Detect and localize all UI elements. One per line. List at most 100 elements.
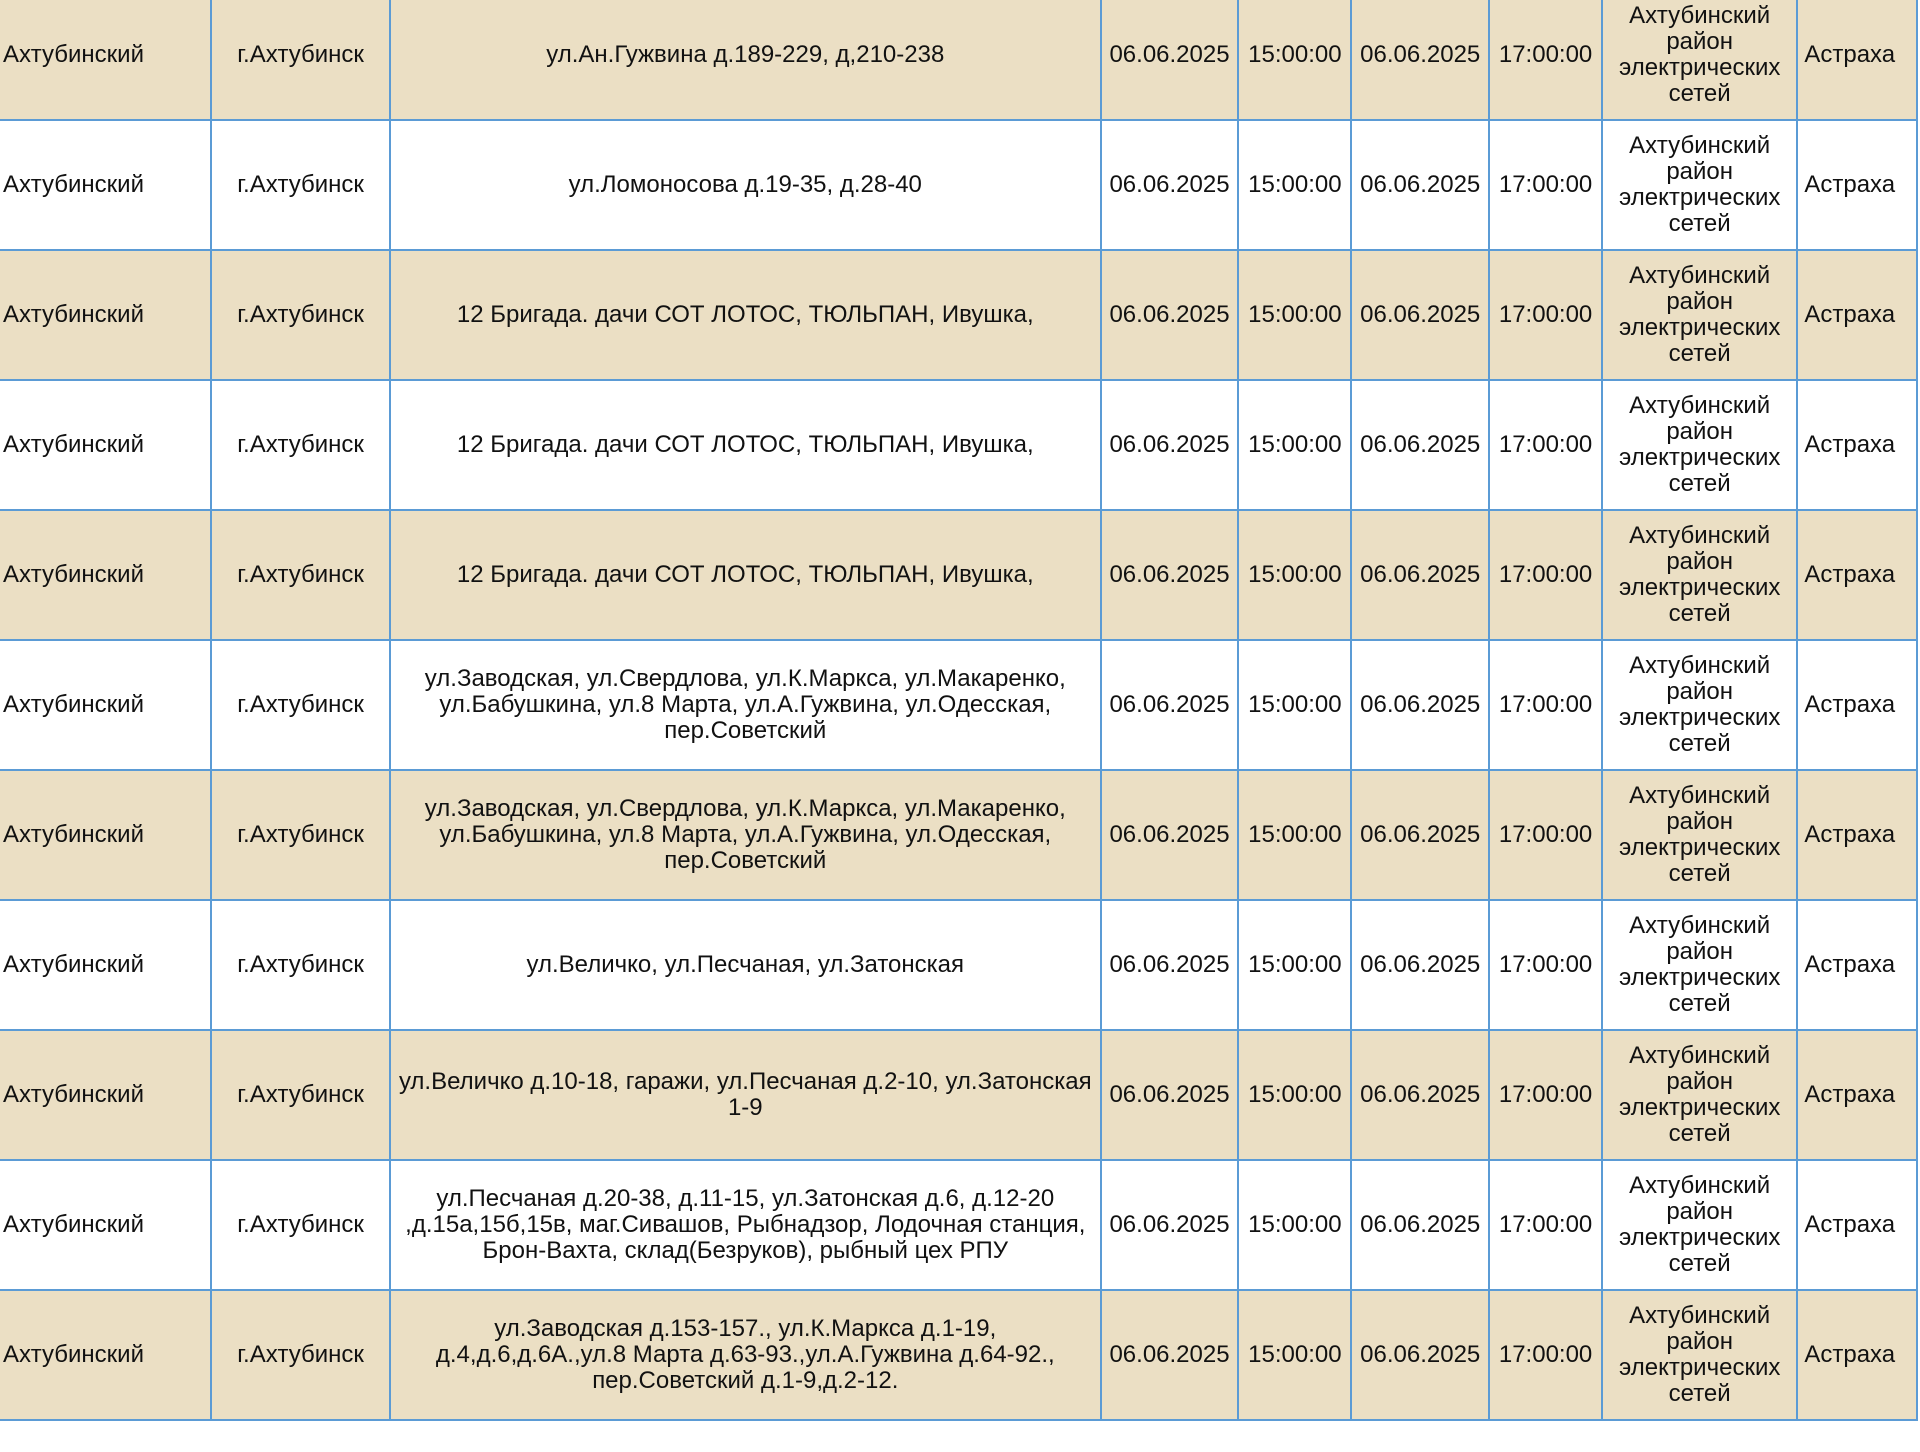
end-date-cell: 06.06.2025 bbox=[1350, 1289, 1491, 1421]
start-date-cell: 06.06.2025 bbox=[1099, 639, 1240, 771]
table-row: Ахтубинский г.Ахтубинск 12 Бригада. дачи С… bbox=[0, 509, 1918, 641]
outage-table: Ахтубинский г.Ахтубинск ул.Ан.Гужвина д.18… bbox=[0, 0, 1918, 1421]
branch-cell: Астраха bbox=[1796, 769, 1918, 901]
network-cell: Ахтубинский район электрических сетей bbox=[1600, 119, 1799, 251]
start-date-cell: 06.06.2025 bbox=[1099, 379, 1240, 511]
table-row: Ахтубинский г.Ахтубинск ул.Величко, ул.Пес… bbox=[0, 899, 1918, 1031]
start-time-cell: 15:00:00 bbox=[1237, 379, 1353, 511]
branch-cell: Астраха bbox=[1796, 249, 1918, 381]
start-time-cell: 15:00:00 bbox=[1237, 1159, 1353, 1291]
address-cell: ул.Заводская, ул.Свердлова, ул.К.Маркса,… bbox=[388, 769, 1102, 901]
start-date-cell: 06.06.2025 bbox=[1099, 509, 1240, 641]
end-time-cell: 17:00:00 bbox=[1488, 899, 1603, 1031]
start-time-cell: 15:00:00 bbox=[1237, 899, 1353, 1031]
start-date-cell: 06.06.2025 bbox=[1099, 1159, 1240, 1291]
table-row: Ахтубинский г.Ахтубинск 12 Бригада. дачи С… bbox=[0, 249, 1918, 381]
branch-cell: Астраха bbox=[1796, 1029, 1918, 1161]
district-cell: Ахтубинский bbox=[0, 119, 213, 251]
start-time-cell: 15:00:00 bbox=[1237, 1289, 1353, 1421]
table-row: Ахтубинский г.Ахтубинск 12 Бригада. дачи С… bbox=[0, 379, 1918, 511]
district-cell: Ахтубинский bbox=[0, 1029, 213, 1161]
start-date-cell: 06.06.2025 bbox=[1099, 0, 1240, 121]
table-row: Ахтубинский г.Ахтубинск ул.Заводская д.153… bbox=[0, 1289, 1918, 1421]
start-time-cell: 15:00:00 bbox=[1237, 769, 1353, 901]
district-cell: Ахтубинский bbox=[0, 1289, 213, 1421]
end-date-cell: 06.06.2025 bbox=[1350, 119, 1491, 251]
table-row: Ахтубинский г.Ахтубинск ул.Заводская, ул.С… bbox=[0, 639, 1918, 771]
network-cell: Ахтубинский район электрических сетей bbox=[1600, 509, 1799, 641]
district-cell: Ахтубинский bbox=[0, 509, 213, 641]
district-cell: Ахтубинский bbox=[0, 0, 213, 121]
start-date-cell: 06.06.2025 bbox=[1099, 119, 1240, 251]
town-cell: г.Ахтубинск bbox=[210, 249, 391, 381]
town-cell: г.Ахтубинск bbox=[210, 0, 391, 121]
network-cell: Ахтубинский район электрических сетей bbox=[1600, 1029, 1799, 1161]
network-cell: Ахтубинский район электрических сетей bbox=[1600, 0, 1799, 121]
district-cell: Ахтубинский bbox=[0, 639, 213, 771]
start-time-cell: 15:00:00 bbox=[1237, 509, 1353, 641]
start-time-cell: 15:00:00 bbox=[1237, 0, 1353, 121]
address-cell: ул.Заводская, ул.Свердлова, ул.К.Маркса,… bbox=[388, 639, 1102, 771]
start-time-cell: 15:00:00 bbox=[1237, 639, 1353, 771]
table-row: Ахтубинский г.Ахтубинск ул.Ан.Гужвина д.18… bbox=[0, 0, 1918, 121]
start-time-cell: 15:00:00 bbox=[1237, 1029, 1353, 1161]
end-time-cell: 17:00:00 bbox=[1488, 1029, 1603, 1161]
end-time-cell: 17:00:00 bbox=[1488, 249, 1603, 381]
branch-cell: Астраха bbox=[1796, 899, 1918, 1031]
address-cell: ул.Песчаная д.20-38, д.11-15, ул.Затонск… bbox=[388, 1159, 1102, 1291]
start-time-cell: 15:00:00 bbox=[1237, 119, 1353, 251]
network-cell: Ахтубинский район электрических сетей bbox=[1600, 379, 1799, 511]
start-date-cell: 06.06.2025 bbox=[1099, 899, 1240, 1031]
end-time-cell: 17:00:00 bbox=[1488, 509, 1603, 641]
address-cell: ул.Заводская д.153-157., ул.К.Маркса д.1… bbox=[388, 1289, 1102, 1421]
table-row: Ахтубинский г.Ахтубинск ул.Песчаная д.20-3… bbox=[0, 1159, 1918, 1291]
end-date-cell: 06.06.2025 bbox=[1350, 379, 1491, 511]
town-cell: г.Ахтубинск bbox=[210, 1159, 391, 1291]
end-time-cell: 17:00:00 bbox=[1488, 0, 1603, 121]
end-date-cell: 06.06.2025 bbox=[1350, 0, 1491, 121]
branch-cell: Астраха bbox=[1796, 1159, 1918, 1291]
end-time-cell: 17:00:00 bbox=[1488, 769, 1603, 901]
town-cell: г.Ахтубинск bbox=[210, 1289, 391, 1421]
start-date-cell: 06.06.2025 bbox=[1099, 1289, 1240, 1421]
town-cell: г.Ахтубинск bbox=[210, 769, 391, 901]
town-cell: г.Ахтубинск bbox=[210, 509, 391, 641]
branch-cell: Астраха bbox=[1796, 119, 1918, 251]
branch-cell: Астраха bbox=[1796, 0, 1918, 121]
end-date-cell: 06.06.2025 bbox=[1350, 899, 1491, 1031]
network-cell: Ахтубинский район электрических сетей bbox=[1600, 249, 1799, 381]
network-cell: Ахтубинский район электрических сетей bbox=[1600, 1159, 1799, 1291]
network-cell: Ахтубинский район электрических сетей bbox=[1600, 639, 1799, 771]
district-cell: Ахтубинский bbox=[0, 899, 213, 1031]
town-cell: г.Ахтубинск bbox=[210, 1029, 391, 1161]
end-date-cell: 06.06.2025 bbox=[1350, 639, 1491, 771]
address-cell: 12 Бригада. дачи СОТ ЛОТОС, ТЮЛЬПАН, Иву… bbox=[388, 509, 1102, 641]
end-time-cell: 17:00:00 bbox=[1488, 639, 1603, 771]
district-cell: Ахтубинский bbox=[0, 379, 213, 511]
start-date-cell: 06.06.2025 bbox=[1099, 769, 1240, 901]
network-cell: Ахтубинский район электрических сетей bbox=[1600, 769, 1799, 901]
end-date-cell: 06.06.2025 bbox=[1350, 249, 1491, 381]
start-date-cell: 06.06.2025 bbox=[1099, 1029, 1240, 1161]
end-time-cell: 17:00:00 bbox=[1488, 1289, 1603, 1421]
network-cell: Ахтубинский район электрических сетей bbox=[1600, 1289, 1799, 1421]
end-date-cell: 06.06.2025 bbox=[1350, 1159, 1491, 1291]
start-date-cell: 06.06.2025 bbox=[1099, 249, 1240, 381]
network-cell: Ахтубинский район электрических сетей bbox=[1600, 899, 1799, 1031]
district-cell: Ахтубинский bbox=[0, 769, 213, 901]
end-time-cell: 17:00:00 bbox=[1488, 379, 1603, 511]
district-cell: Ахтубинский bbox=[0, 249, 213, 381]
start-time-cell: 15:00:00 bbox=[1237, 249, 1353, 381]
address-cell: 12 Бригада. дачи СОТ ЛОТОС, ТЮЛЬПАН, Иву… bbox=[388, 379, 1102, 511]
table-row: Ахтубинский г.Ахтубинск ул.Заводская, ул.С… bbox=[0, 769, 1918, 901]
end-time-cell: 17:00:00 bbox=[1488, 1159, 1603, 1291]
address-cell: ул.Величко д.10-18, гаражи, ул.Песчаная … bbox=[388, 1029, 1102, 1161]
branch-cell: Астраха bbox=[1796, 1289, 1918, 1421]
end-time-cell: 17:00:00 bbox=[1488, 119, 1603, 251]
table-row: Ахтубинский г.Ахтубинск ул.Величко д.10-18… bbox=[0, 1029, 1918, 1161]
end-date-cell: 06.06.2025 bbox=[1350, 509, 1491, 641]
branch-cell: Астраха bbox=[1796, 509, 1918, 641]
district-cell: Ахтубинский bbox=[0, 1159, 213, 1291]
address-cell: 12 Бригада. дачи СОТ ЛОТОС, ТЮЛЬПАН, Иву… bbox=[388, 249, 1102, 381]
